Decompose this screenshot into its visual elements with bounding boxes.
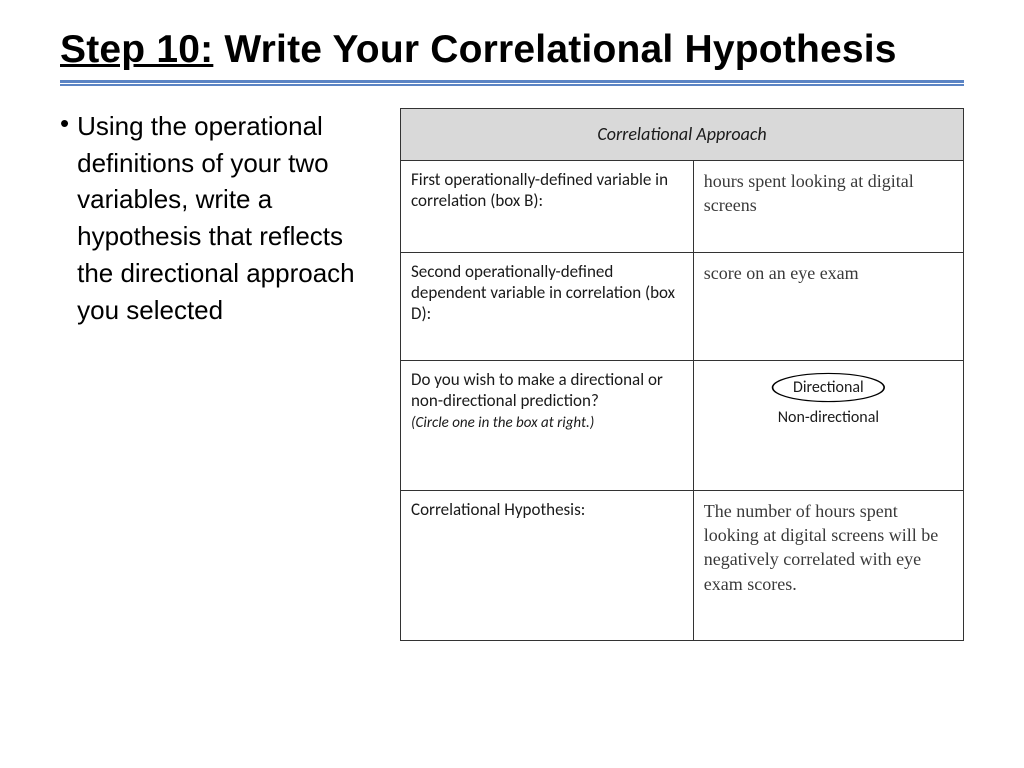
content-row: • Using the operational definitions of y… [60, 108, 964, 641]
row4-value: The number of hours spent looking at dig… [693, 490, 963, 640]
correlational-table: Correlational Approach First operational… [400, 108, 964, 641]
bullet-item: • Using the operational definitions of y… [60, 108, 360, 329]
slide: Step 10: Write Your Correlational Hypoth… [0, 0, 1024, 768]
table-row: Second operationally-defined dependent v… [401, 252, 964, 360]
row3-label-text: Do you wish to make a directional or non… [411, 369, 663, 411]
choice-nondirectional: Non-directional [778, 408, 879, 427]
table-header-row: Correlational Approach [401, 108, 964, 160]
row3-label: Do you wish to make a directional or non… [401, 360, 694, 490]
row2-value: score on an eye exam [693, 252, 963, 360]
row3-choices: Directional Non-directional [693, 360, 963, 490]
bullet-column: • Using the operational definitions of y… [60, 108, 360, 641]
title-divider [60, 80, 964, 86]
bullet-dot-icon: • [60, 108, 69, 139]
row4-label: Correlational Hypothesis: [401, 490, 694, 640]
table-header: Correlational Approach [401, 108, 964, 160]
title-rest: Write Your Correlational Hypothesis [213, 28, 896, 71]
row3-note: (Circle one in the box at right.) [411, 414, 594, 432]
choice-directional-label: Directional [793, 378, 864, 397]
row1-label: First operationally-defined variable in … [401, 160, 694, 252]
step-label: Step 10: [60, 28, 213, 71]
choice-wrap: Directional Non-directional [704, 369, 953, 427]
table-row: Do you wish to make a directional or non… [401, 360, 964, 490]
row1-value: hours spent looking at digital screens [693, 160, 963, 252]
bullet-text: Using the operational definitions of you… [77, 108, 360, 329]
table-row: Correlational Hypothesis: The number of … [401, 490, 964, 640]
choice-directional: Directional [775, 375, 882, 400]
title-text: Step 10: Write Your Correlational Hypoth… [60, 28, 964, 72]
table-column: Correlational Approach First operational… [400, 108, 964, 641]
row2-label: Second operationally-defined dependent v… [401, 252, 694, 360]
slide-title: Step 10: Write Your Correlational Hypoth… [60, 28, 964, 72]
table-row: First operationally-defined variable in … [401, 160, 964, 252]
